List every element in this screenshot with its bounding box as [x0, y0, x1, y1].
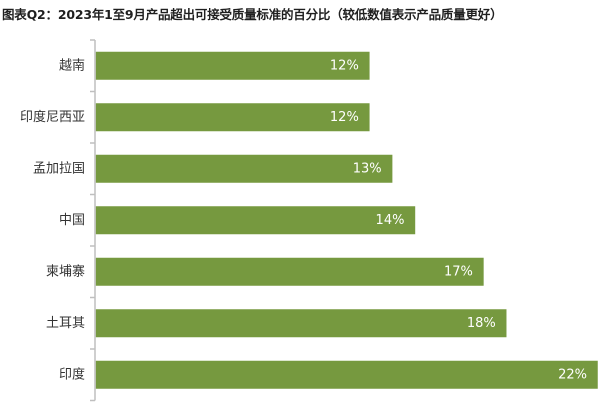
category-label: 中国: [59, 213, 85, 228]
category-label: 印度尼西亚: [20, 109, 85, 125]
bar: [95, 309, 507, 338]
category-label: 越南: [59, 57, 85, 73]
value-label: 12%: [330, 58, 359, 73]
value-label: 13%: [353, 161, 382, 176]
bar: [95, 154, 393, 183]
bar: [95, 51, 370, 80]
bar: [95, 257, 484, 286]
value-label: 18%: [467, 316, 496, 331]
chart-title: 图表Q2：2023年1至9月产品超出可接受质量标准的百分比（较低数值表示产品质量…: [2, 7, 503, 22]
ticks-layer: [90, 39, 95, 402]
bar: [95, 360, 598, 389]
bars-layer: [95, 51, 598, 389]
value-label: 17%: [444, 264, 473, 279]
bar: [95, 206, 416, 235]
category-label: 印度: [59, 366, 85, 382]
value-label: 22%: [558, 367, 587, 382]
value-label: 12%: [330, 110, 359, 125]
category-label: 孟加拉国: [33, 161, 85, 176]
labels-layer: 越南 12% 印度尼西亚 12% 孟加拉国 13% 中国 14% 柬埔寨 17% 土耳其 18% 印度 2…: [20, 57, 587, 382]
value-label: 14%: [376, 213, 405, 228]
category-label: 柬埔寨: [46, 263, 85, 279]
bar: [95, 103, 370, 132]
category-label: 土耳其: [46, 316, 85, 331]
